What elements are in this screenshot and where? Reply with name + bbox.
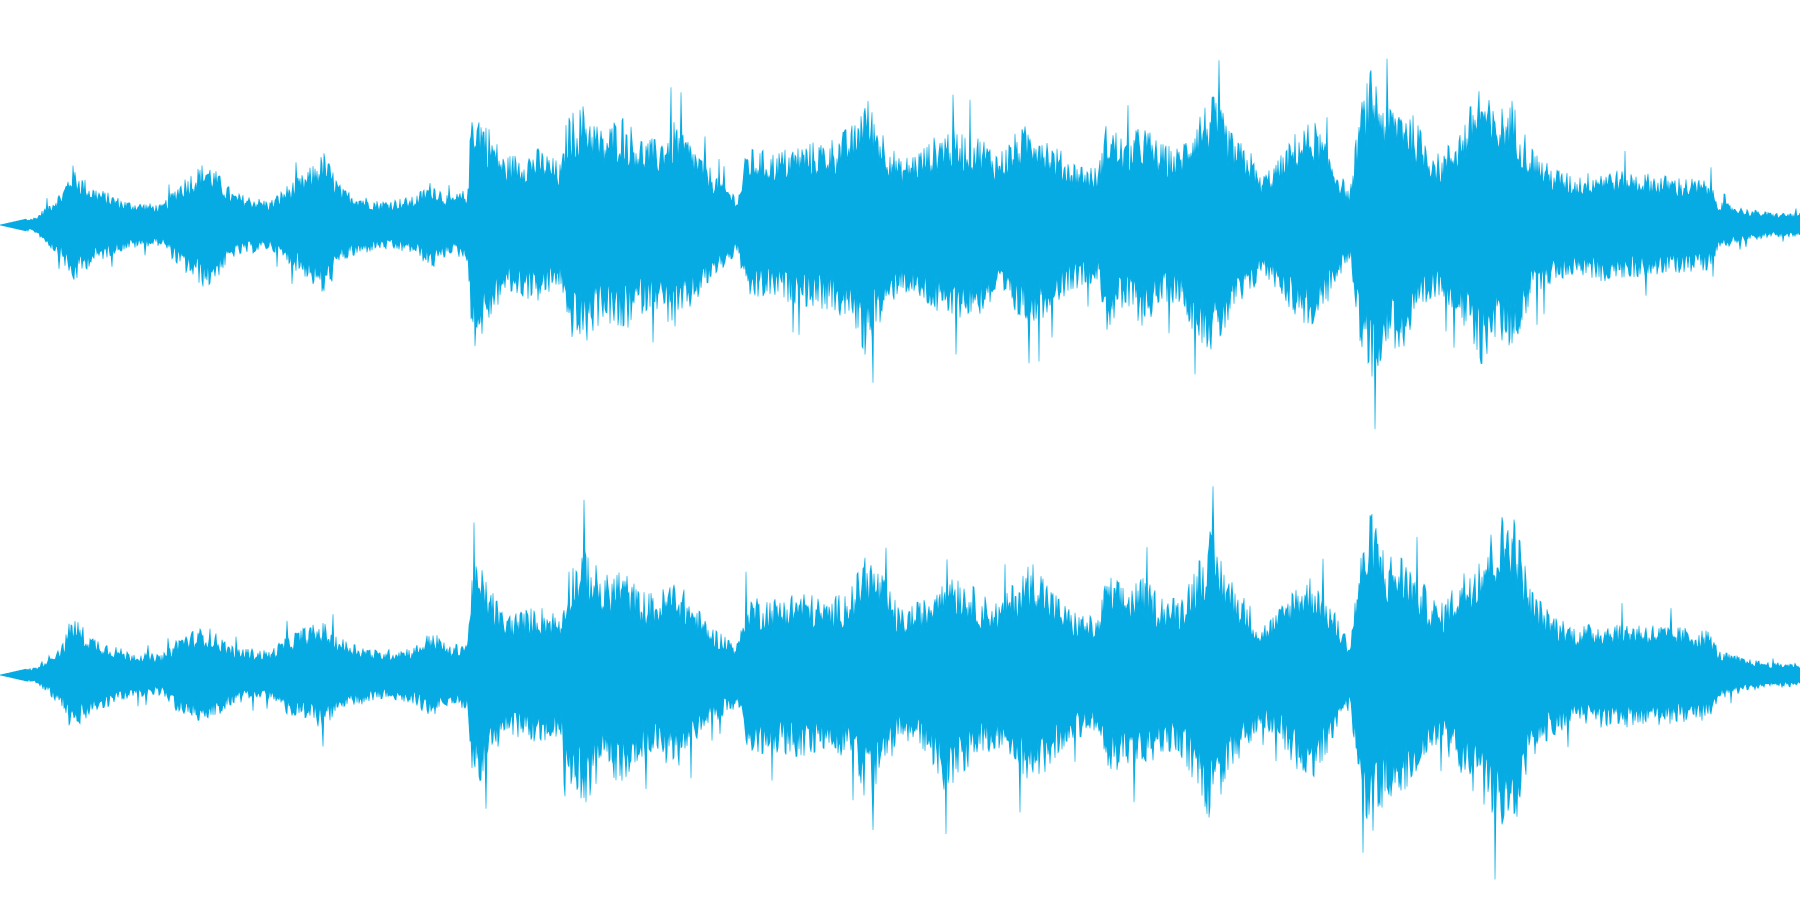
- waveform-shape: [0, 58, 1800, 430]
- waveform-channel-2: [0, 486, 1800, 880]
- waveform-channel-1: [0, 58, 1800, 430]
- waveform-shape: [0, 486, 1800, 880]
